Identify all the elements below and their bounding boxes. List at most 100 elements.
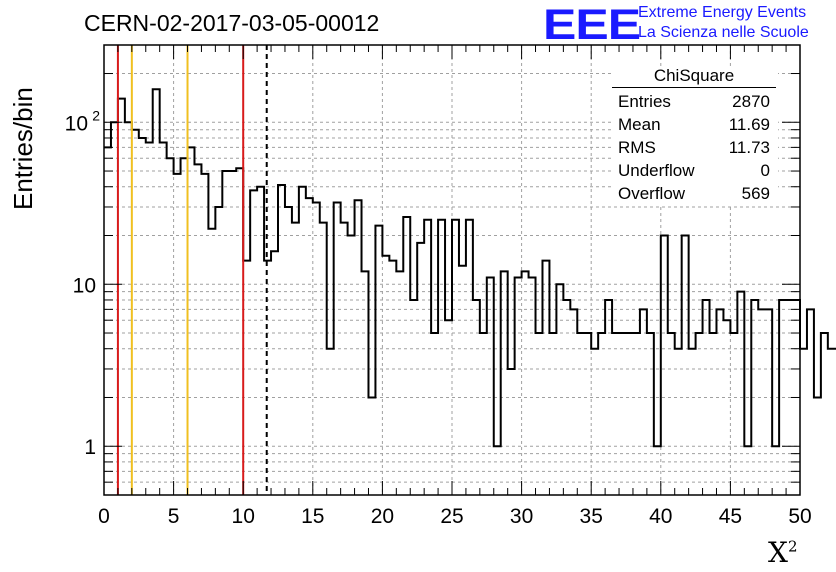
histogram-bin — [515, 278, 522, 495]
y-tick-label-exponent: 2 — [92, 107, 100, 123]
histogram-bin — [160, 143, 167, 495]
histogram-bin — [633, 333, 640, 495]
histogram-bin — [132, 130, 139, 495]
histogram-bin — [194, 164, 201, 495]
histogram-bin — [153, 89, 160, 495]
histogram-bin — [146, 143, 153, 495]
stats-box: ChiSquare Entries 2870 Mean 11.69 RMS 11.73… — [612, 66, 778, 205]
x-axis-label: X2 — [768, 536, 798, 569]
histogram-bin — [466, 220, 473, 495]
x-tick-label: 5 — [168, 505, 180, 528]
x-tick-label: 0 — [98, 505, 110, 528]
histogram-bin — [257, 187, 264, 495]
histogram-bin — [619, 333, 626, 495]
histogram-bin — [118, 99, 125, 495]
histogram-bin — [542, 261, 549, 495]
histogram-bin — [306, 198, 313, 495]
x-tick-label: 40 — [649, 505, 672, 528]
histogram-bin — [278, 185, 285, 495]
histogram-bin — [626, 333, 633, 495]
y-tick-label: 1 — [84, 436, 96, 459]
x-tick-label: 25 — [440, 505, 463, 528]
eee-logo: EEE — [543, 0, 641, 49]
stats-row-entries: Entries 2870 — [618, 92, 770, 111]
histogram-bin — [362, 271, 369, 495]
histogram-bin — [229, 171, 236, 495]
histogram-bin — [389, 261, 396, 495]
x-tick-label: 35 — [580, 505, 603, 528]
histogram-bin — [591, 349, 598, 495]
histogram-bin — [570, 309, 577, 495]
x-tick-label: 50 — [788, 505, 811, 528]
histogram-bin — [723, 320, 730, 495]
histogram-bin — [556, 284, 563, 495]
histogram-bin — [452, 220, 459, 495]
histogram-bin — [375, 226, 382, 495]
org-name: Extreme Energy Events — [638, 4, 807, 21]
histogram-bin — [668, 333, 675, 495]
histogram-bin — [480, 333, 487, 495]
org-subtitle: La Scienza nelle Scuole — [638, 24, 809, 41]
histogram-bin — [341, 223, 348, 495]
histogram-bin — [236, 168, 243, 495]
histogram-bin — [605, 300, 612, 495]
histogram-bin — [675, 349, 682, 495]
histogram-bin — [250, 190, 257, 495]
histogram-bin — [710, 333, 717, 495]
histogram-bin — [410, 300, 417, 495]
histogram-bin — [215, 207, 222, 495]
histogram-bin — [111, 122, 118, 495]
histogram-bin — [208, 229, 215, 495]
histogram-bin — [292, 223, 299, 495]
stats-row-mean: Mean 11.69 — [618, 115, 770, 134]
histogram-bin — [765, 309, 772, 495]
histogram-bin — [577, 333, 584, 495]
x-tick-label: 15 — [301, 505, 324, 528]
histogram-bin — [368, 397, 375, 495]
histogram-bin — [758, 309, 765, 495]
histogram-bin — [445, 320, 452, 495]
histogram-bin — [821, 333, 828, 495]
x-tick-label: 30 — [510, 505, 533, 528]
chart-title: CERN-02-2017-03-05-00012 — [84, 10, 380, 36]
histogram-bin — [222, 171, 229, 495]
x-tick-label: 20 — [371, 505, 394, 528]
histogram-bin — [522, 271, 529, 495]
histogram-bin — [104, 147, 111, 495]
histogram-bin — [487, 278, 494, 495]
histogram-bin — [716, 309, 723, 495]
stats-row-overflow: Overflow 569 — [618, 184, 770, 203]
histogram-layer — [104, 88, 836, 495]
histogram-bin — [612, 333, 619, 495]
y-tick-label: 10 — [73, 274, 96, 297]
histogram-bin — [327, 349, 334, 495]
marker-layer — [116, 45, 268, 495]
histogram-bin — [313, 202, 320, 495]
histogram-bin — [167, 158, 174, 495]
histogram-bin — [334, 202, 341, 495]
histogram-bin — [494, 446, 501, 495]
y-axis-label: Entries/bin — [8, 87, 38, 210]
stats-title: ChiSquare — [612, 66, 776, 88]
histogram-bin — [529, 278, 536, 495]
axes-layer — [103, 44, 801, 496]
histogram-bin — [779, 300, 786, 495]
histogram-bin — [382, 256, 389, 495]
histogram-bin — [536, 333, 543, 495]
histogram-bin — [807, 309, 814, 495]
y-tick-label: 10 — [65, 112, 88, 135]
histogram-bin — [689, 349, 696, 495]
histogram-bin — [243, 261, 250, 495]
histogram-bin — [598, 333, 605, 495]
histogram-bin — [424, 220, 431, 495]
histogram-bin — [647, 333, 654, 495]
histogram-bin — [174, 174, 181, 495]
histogram-bin — [473, 300, 480, 495]
histogram-bin — [508, 369, 515, 495]
histogram-bin — [703, 300, 710, 495]
histogram-bin — [403, 217, 410, 495]
stats-row-underflow: Underflow 0 — [618, 161, 770, 180]
histogram-bin — [828, 349, 835, 495]
histogram-bin — [549, 333, 556, 495]
histogram-bin — [744, 446, 751, 495]
